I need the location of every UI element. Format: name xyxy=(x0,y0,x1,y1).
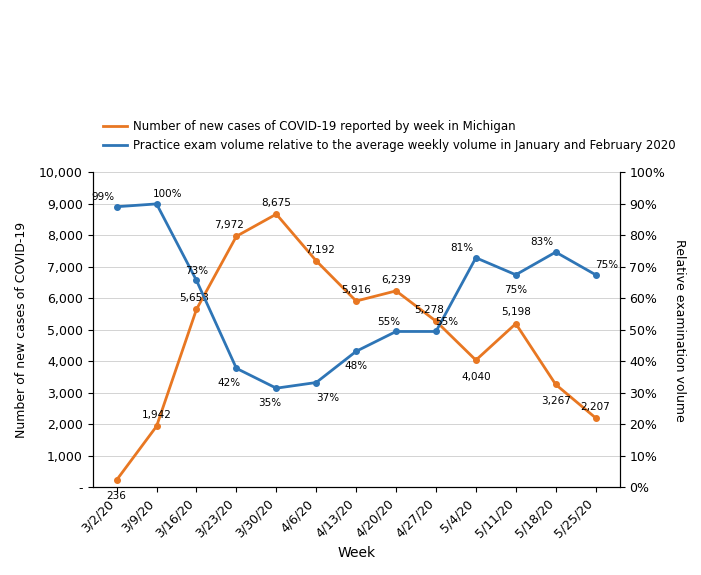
Text: 37%: 37% xyxy=(315,393,339,402)
Text: 5,916: 5,916 xyxy=(341,285,371,295)
Text: 4,040: 4,040 xyxy=(461,371,491,382)
Text: 3,267: 3,267 xyxy=(540,396,571,406)
Text: 100%: 100% xyxy=(153,189,182,199)
Text: 73%: 73% xyxy=(185,266,208,275)
Text: 48%: 48% xyxy=(345,361,368,371)
Text: 81%: 81% xyxy=(451,243,474,253)
Text: 1,942: 1,942 xyxy=(142,410,172,420)
X-axis label: Week: Week xyxy=(337,546,375,560)
Y-axis label: Relative examination volume: Relative examination volume xyxy=(673,239,686,421)
Legend: Number of new cases of COVID-19 reported by week in Michigan, Practice exam volu: Number of new cases of COVID-19 reported… xyxy=(99,116,680,156)
Text: 99%: 99% xyxy=(91,192,114,202)
Text: 5,278: 5,278 xyxy=(414,305,444,315)
Text: 42%: 42% xyxy=(218,378,241,388)
Text: 5,653: 5,653 xyxy=(179,293,209,303)
Text: 2,207: 2,207 xyxy=(580,401,611,412)
Y-axis label: Number of new cases of COVID-19: Number of new cases of COVID-19 xyxy=(15,222,28,438)
Text: 55%: 55% xyxy=(378,316,401,327)
Text: 7,972: 7,972 xyxy=(215,220,245,230)
Text: 55%: 55% xyxy=(435,316,458,327)
Text: 75%: 75% xyxy=(504,285,527,295)
Text: 75%: 75% xyxy=(595,260,618,270)
Text: 5,198: 5,198 xyxy=(501,307,531,317)
Text: 35%: 35% xyxy=(258,398,281,408)
Text: 8,675: 8,675 xyxy=(261,198,291,208)
Text: 83%: 83% xyxy=(530,237,553,247)
Text: 7,192: 7,192 xyxy=(306,244,335,255)
Text: 6,239: 6,239 xyxy=(381,274,411,285)
Text: 236: 236 xyxy=(107,492,127,501)
